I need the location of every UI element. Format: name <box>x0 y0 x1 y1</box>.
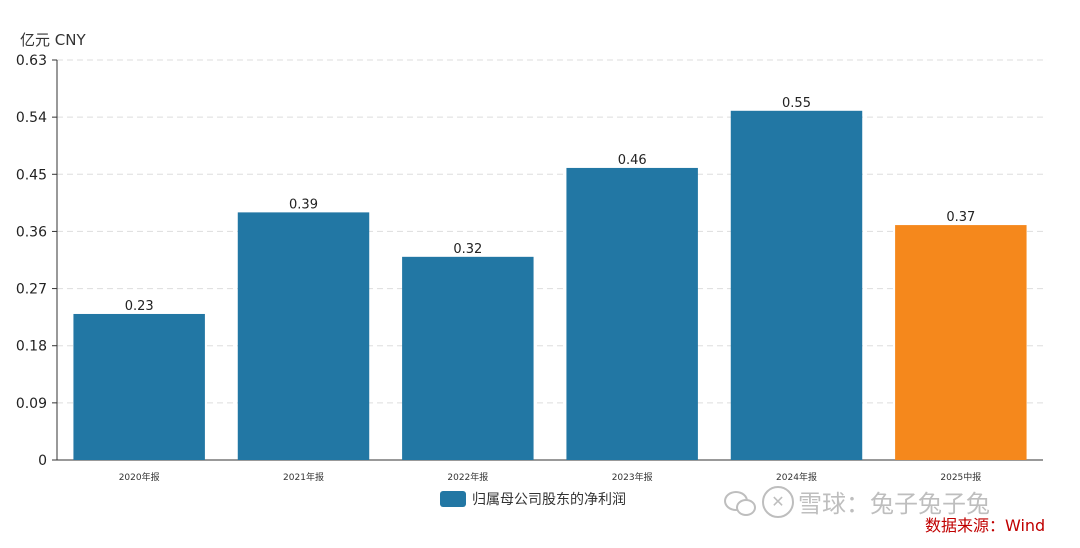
bar <box>730 110 863 461</box>
chart-legend: 归属母公司股东的净利润 <box>440 489 626 509</box>
bar-value-label: 0.23 <box>125 299 154 314</box>
watermark-text: 雪球：兔子兔子兔 <box>798 490 990 518</box>
y-tick-label: 0.09 <box>16 396 47 412</box>
bar <box>895 225 1027 460</box>
bar <box>237 212 370 460</box>
x-tick-label: 2023年报 <box>612 471 653 483</box>
y-tick-label: 0.54 <box>16 110 47 126</box>
y-axis-unit-label: 亿元 CNY <box>20 31 86 49</box>
data-source: 数据来源：Wind <box>925 516 1046 535</box>
bar-value-label: 0.32 <box>453 242 482 257</box>
bar <box>73 313 205 460</box>
y-tick-label: 0.27 <box>16 282 47 298</box>
watermark: ✕ 雪球：兔子兔子兔 <box>724 484 990 519</box>
x-tick-label: 2025中报 <box>940 471 981 483</box>
bar-value-label: 0.39 <box>289 197 318 212</box>
x-tick-label: 2022年报 <box>447 471 488 483</box>
bar-value-label: 0.37 <box>946 210 975 225</box>
wechat-icon <box>724 489 756 516</box>
legend-swatch <box>440 491 466 507</box>
legend-label: 归属母公司股东的净利润 <box>472 492 626 508</box>
bar <box>566 167 698 460</box>
bar-value-label: 0.46 <box>618 153 647 168</box>
y-tick-label: 0 <box>38 453 47 469</box>
y-tick-label: 0.36 <box>16 224 47 240</box>
xueqiu-icon: ✕ <box>762 485 794 518</box>
y-tick-label: 0.18 <box>16 339 47 355</box>
y-tick-label: 0.45 <box>16 167 47 183</box>
y-tick-label: 0.63 <box>16 53 47 69</box>
x-tick-label: 2020年报 <box>119 471 160 483</box>
bar <box>402 256 534 460</box>
bar-value-label: 0.55 <box>782 96 811 111</box>
x-tick-label: 2021年报 <box>283 471 324 483</box>
x-tick-label: 2024年报 <box>776 471 817 483</box>
